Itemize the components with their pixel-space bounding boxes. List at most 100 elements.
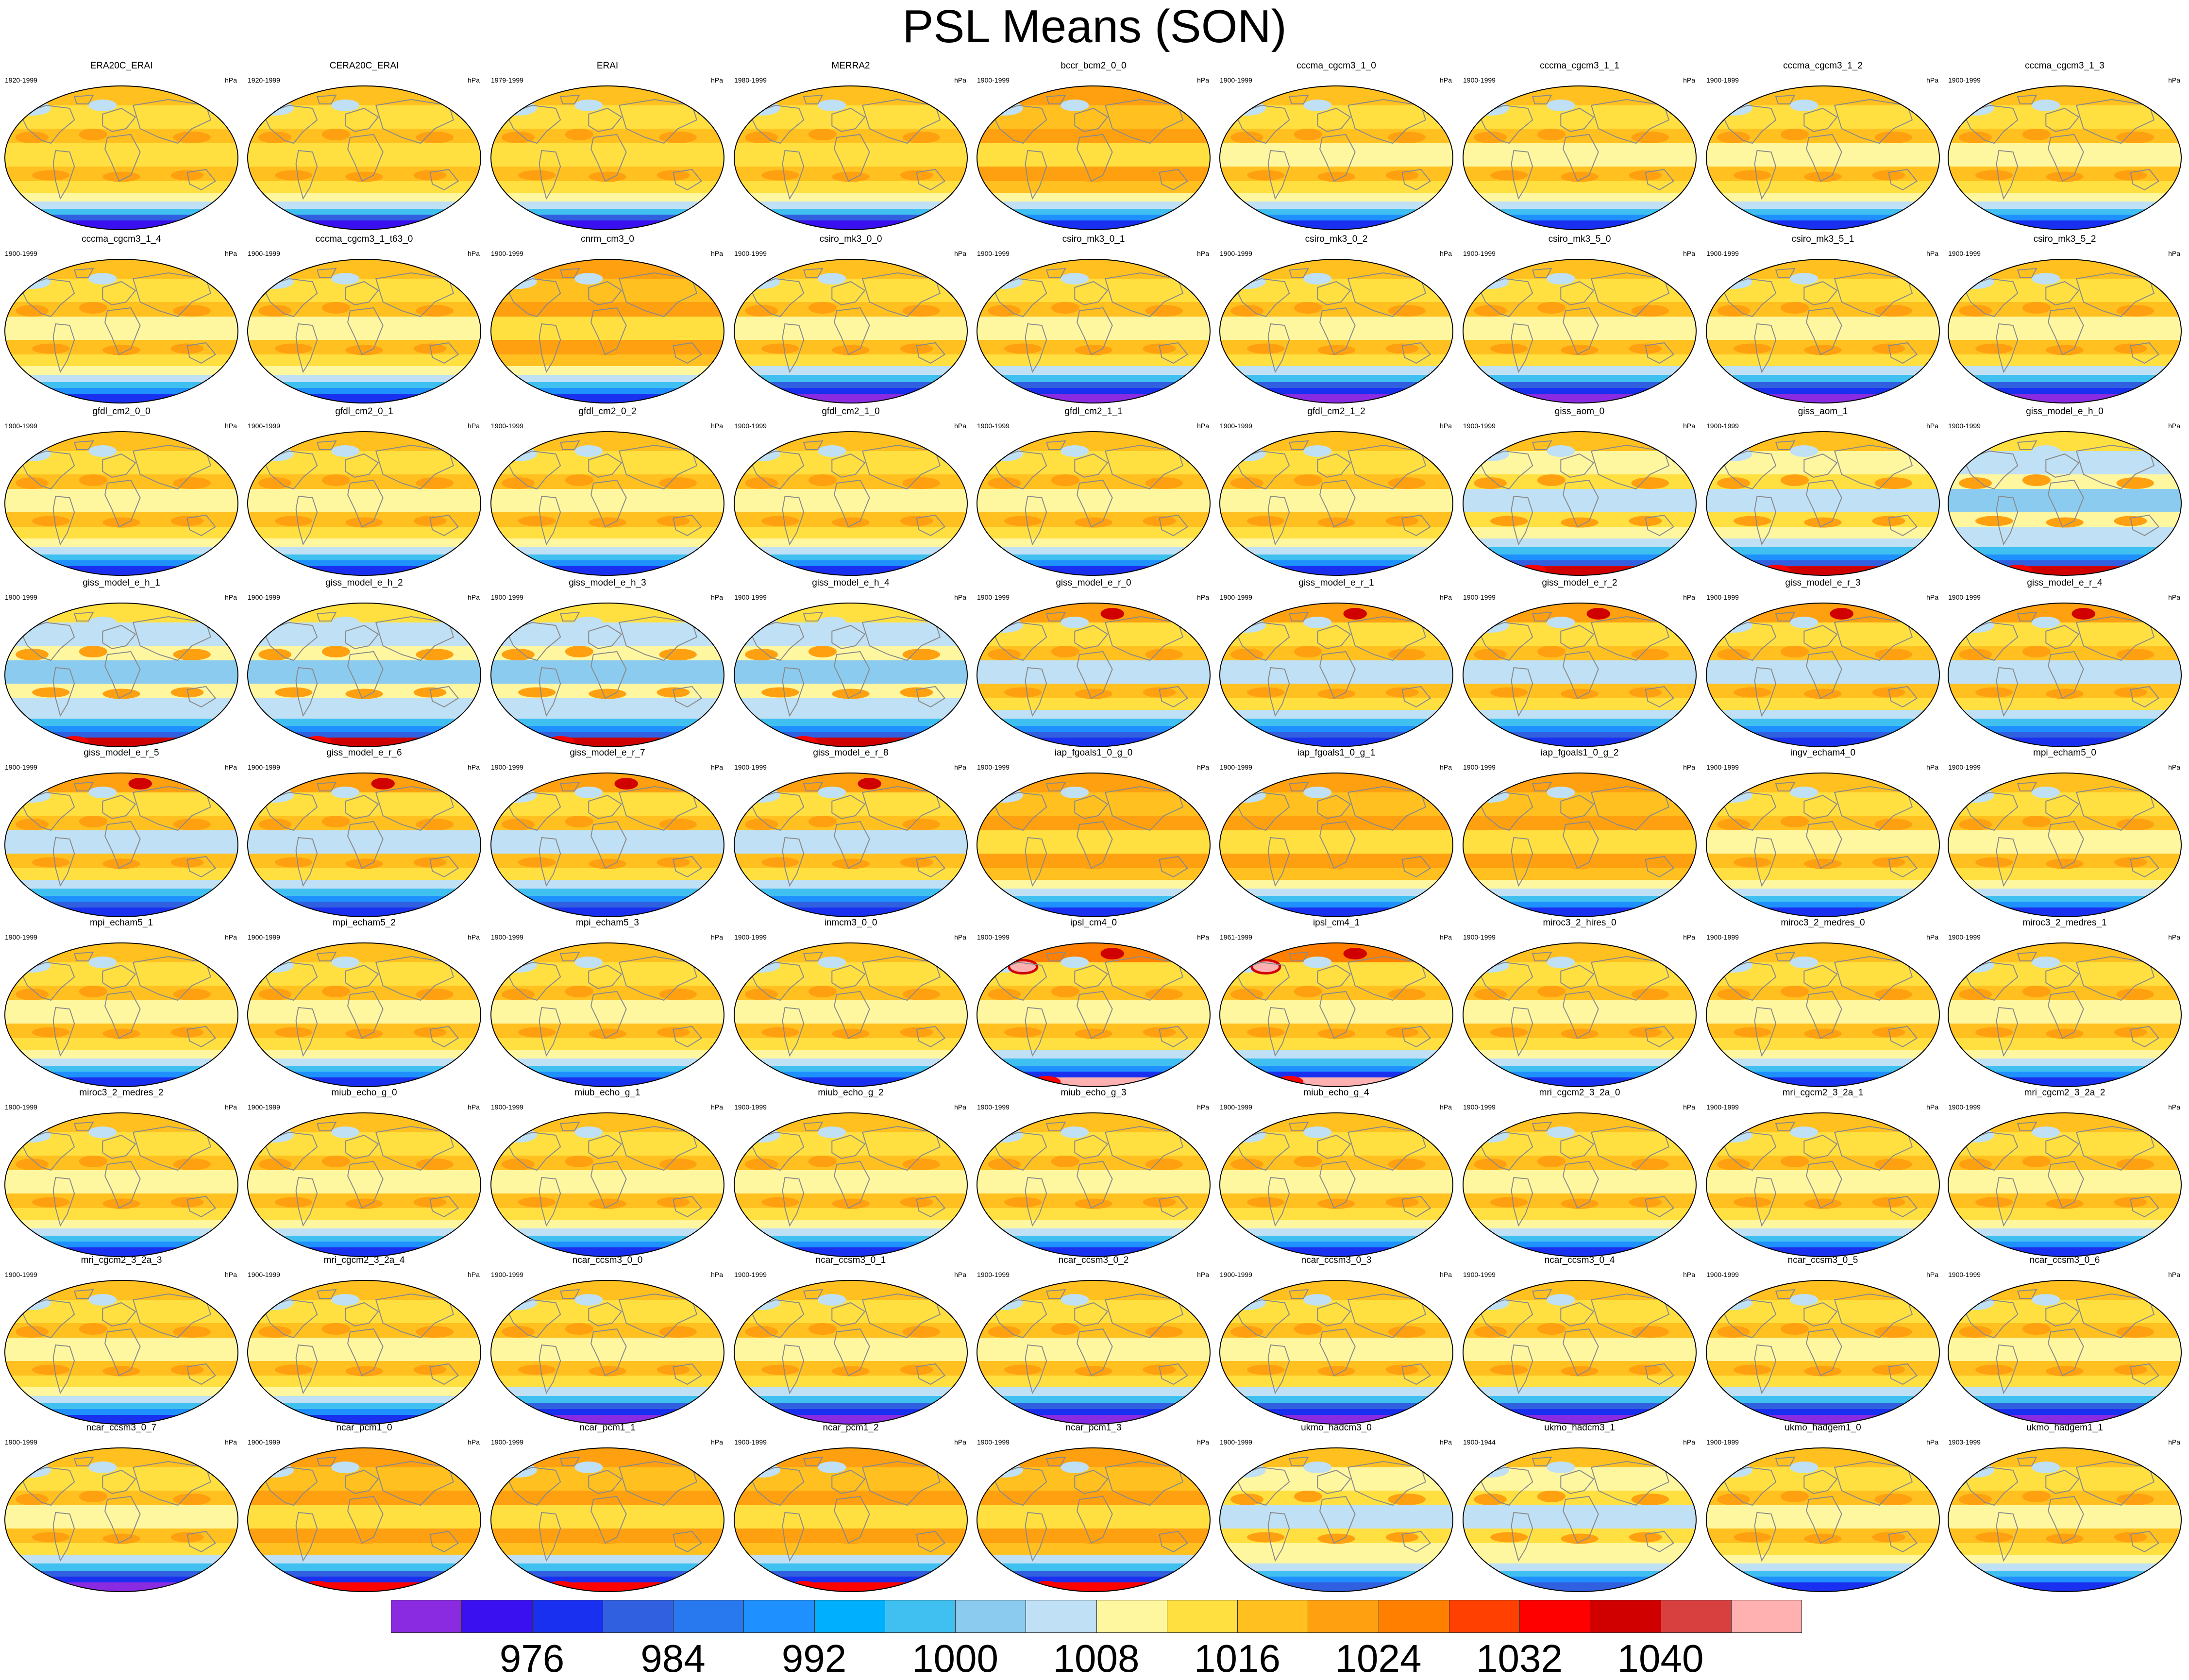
pressure-band — [1220, 1280, 1453, 1300]
map-panel: csiro_mk3_0_0 1900-1999 hPa — [729, 232, 972, 407]
psl-map — [977, 85, 1211, 230]
coastline — [1996, 1512, 2019, 1562]
coastline — [1104, 444, 1184, 490]
coastline — [782, 323, 805, 373]
psl-map — [1948, 1447, 2182, 1592]
high-pressure-cell — [1230, 1159, 1263, 1170]
high-pressure-cell — [170, 687, 204, 698]
pressure-band — [248, 1409, 481, 1415]
high-pressure-cell — [761, 170, 799, 181]
pressure-band — [734, 1448, 967, 1468]
pressure-band — [248, 143, 481, 167]
pressure-band — [491, 317, 724, 340]
panel-period: 1900-1999 — [248, 250, 280, 257]
high-pressure-cell — [1872, 170, 1905, 181]
coastline — [1159, 1530, 1189, 1553]
high-pressure-cell — [518, 857, 556, 868]
pressure-band — [977, 354, 1210, 367]
panel-title: ncar_pcm1_1 — [579, 1423, 636, 1433]
panel-title: cccma_cgcm3_1_1 — [1540, 61, 1619, 71]
pressure-band — [734, 1113, 967, 1133]
high-pressure-cell — [1734, 1197, 1771, 1208]
pressure-band — [491, 773, 724, 793]
panel-period: 1900-1999 — [1706, 593, 1739, 601]
coastline — [52, 323, 75, 373]
panel-units: hPa — [468, 933, 480, 941]
psl-map — [734, 1112, 968, 1257]
pressure-band — [491, 710, 724, 719]
pressure-band — [1220, 1409, 1453, 1415]
coastline — [916, 514, 946, 537]
pressure-band — [248, 554, 481, 561]
panel-units: hPa — [711, 933, 723, 941]
pressure-band — [977, 1338, 1210, 1361]
map-panel: ukmo_hadgem1_0 1900-1999 hPa — [1701, 1421, 1944, 1596]
pressure-band — [1706, 902, 1939, 908]
coastline — [73, 611, 94, 622]
pressure-band — [491, 943, 724, 963]
low-pressure-cell — [1547, 1126, 1575, 1138]
panel-period: 1900-1999 — [5, 1103, 37, 1111]
high-pressure-cell — [32, 343, 70, 354]
pressure-band — [1463, 547, 1696, 555]
pressure-band — [248, 1396, 481, 1404]
pressure-band — [1948, 560, 2181, 567]
coastline — [1754, 667, 1777, 717]
pressure-band — [1706, 1220, 1939, 1229]
coastline — [831, 281, 866, 306]
pressure-band — [248, 1242, 481, 1248]
coastline — [588, 107, 623, 133]
map-outline — [977, 603, 1211, 747]
panel-period: 1900-1999 — [1948, 76, 1981, 84]
coastline — [992, 1299, 1047, 1339]
map-panel: miub_echo_g_3 1900-1999 hPa — [972, 1086, 1215, 1260]
panel-units: hPa — [2168, 422, 2180, 430]
pressure-band — [977, 868, 1210, 880]
coastline — [2045, 964, 2080, 990]
panel-period: 1900-1999 — [1948, 250, 1981, 257]
coastline — [2130, 168, 2160, 191]
panel-title: giss_model_e_h_2 — [325, 578, 403, 588]
colorbar-swatch — [602, 1600, 674, 1633]
panel-units: hPa — [1926, 933, 1938, 941]
pressure-band — [1948, 1403, 2181, 1410]
coastline — [1267, 1007, 1290, 1057]
colorbar-swatch — [1166, 1600, 1238, 1633]
coastline — [1963, 961, 2019, 1001]
map-outline — [4, 1447, 238, 1592]
map-panel: iap_fgoals1_0_g_1 1900-1999 hPa — [1215, 746, 1458, 921]
map-outline — [1948, 603, 2182, 747]
psl-map — [1219, 1447, 1453, 1592]
panel-period: 1900-1999 — [491, 1271, 523, 1278]
panel-period: 1900-1999 — [491, 1438, 523, 1446]
coastline — [1754, 1176, 1777, 1227]
coastline — [1645, 856, 1675, 878]
low-pressure-cell — [1547, 1294, 1575, 1306]
map-outline — [977, 1280, 1211, 1425]
coastline — [559, 781, 580, 791]
panel-period: 1900-1999 — [5, 1438, 37, 1446]
coastline — [2017, 1456, 2037, 1466]
high-pressure-cell — [1975, 170, 2013, 181]
map-outline — [4, 773, 238, 917]
arctic-high — [858, 778, 881, 790]
colorbar-swatch — [1731, 1600, 1802, 1633]
panel-units: hPa — [225, 593, 237, 601]
pressure-band — [1948, 603, 2181, 623]
coastline — [73, 1289, 94, 1299]
panel-title: mpi_echam5_1 — [90, 918, 153, 928]
panel-title: ncar_pcm1_0 — [336, 1423, 392, 1433]
high-pressure-cell — [413, 1532, 447, 1543]
high-pressure-cell — [1490, 343, 1528, 354]
pressure-band — [1220, 375, 1453, 383]
high-pressure-cell — [2022, 816, 2051, 827]
map-outline — [1219, 942, 1453, 1087]
coastline — [1267, 150, 1290, 200]
high-pressure-cell — [502, 649, 535, 660]
panel-title: miroc3_2_hires_0 — [1543, 918, 1616, 928]
coastline — [1159, 1025, 1189, 1048]
pressure-band — [1948, 527, 2181, 539]
panel-period: 1900-1999 — [491, 422, 523, 430]
pressure-band — [248, 375, 481, 383]
pressure-band — [5, 710, 238, 719]
